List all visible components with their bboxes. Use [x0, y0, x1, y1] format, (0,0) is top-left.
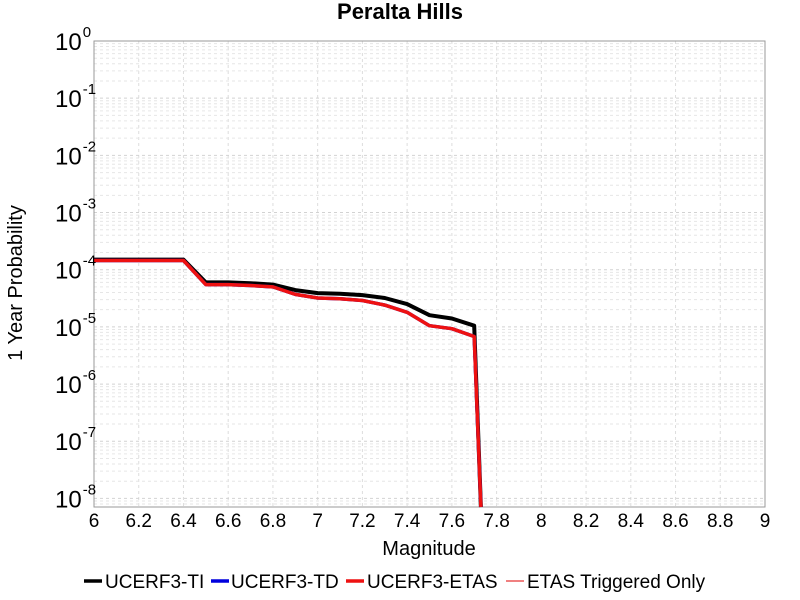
plot-frame [93, 40, 766, 508]
y-tick-label: 10-4 [55, 253, 96, 285]
legend-label-ucerf3-td: UCERF3-TD [231, 572, 339, 593]
y-tick-exponent: -8 [83, 481, 96, 498]
x-tick-label: 8 [536, 511, 547, 532]
y-tick-exponent: -2 [83, 138, 96, 155]
legend-label-ucerf3-ti: UCERF3-TI [105, 572, 204, 593]
y-tick-exponent: -7 [83, 424, 96, 441]
x-axis-label: Magnitude [382, 538, 475, 560]
legend-label-etas-triggered-only: ETAS Triggered Only [527, 572, 706, 593]
y-tick-label: 10-3 [55, 196, 96, 228]
y-tick-label: 10-8 [55, 481, 96, 513]
y-tick-label: 10-5 [55, 310, 96, 342]
legend-label-ucerf3-etas: UCERF3-ETAS [367, 572, 498, 593]
y-tick-labels: 100 10-1 10-2 10-3 10-4 10-5 10-6 10-7 10-8 [55, 24, 96, 513]
x-tick-label: 8.4 [618, 511, 645, 532]
x-tick-label: 6.6 [215, 511, 241, 532]
y-tick-exponent: -4 [83, 253, 96, 270]
y-tick-label: 10-7 [55, 424, 96, 456]
x-tick-label: 6.4 [170, 511, 197, 532]
y-tick-exponent: -6 [83, 367, 96, 384]
series-line-ucerf3-ti [94, 257, 483, 508]
x-tick-label: 8.6 [662, 511, 688, 532]
x-tick-label: 6.2 [126, 511, 152, 532]
y-tick-exponent: -5 [83, 310, 96, 327]
y-tick-label: 100 [55, 24, 91, 56]
grid [93, 40, 766, 507]
x-tick-labels: 6 6.2 6.4 6.6 6.8 7 7.2 7.4 7.6 7.8 8 8.2 8.4 8.6 8.8 9 [89, 511, 771, 532]
series-line-ucerf3-etas [94, 258, 483, 508]
y-tick-label: 10-2 [55, 138, 96, 170]
y-tick-label: 10-6 [55, 367, 96, 399]
y-tick-label: 10-1 [55, 81, 96, 113]
x-tick-label: 8.2 [573, 511, 599, 532]
x-tick-label: 6.8 [260, 511, 286, 532]
x-tick-label: 6 [89, 511, 100, 532]
y-tick-exponent: -1 [83, 81, 96, 98]
chart-title: Peralta Hills [337, 0, 463, 24]
x-tick-label: 7.2 [349, 511, 375, 532]
x-tick-label: 7.6 [439, 511, 465, 532]
y-tick-exponent: -3 [83, 196, 96, 213]
y-axis-label: 1 Year Probability [5, 205, 27, 361]
y-tick-exponent: 0 [83, 24, 91, 41]
x-tick-label: 9 [760, 511, 771, 532]
x-tick-label: 7 [312, 511, 323, 532]
legend: UCERF3-TI UCERF3-TD UCERF3-ETAS ETAS Trigge… [84, 572, 706, 593]
x-tick-label: 7.4 [394, 511, 421, 532]
x-tick-label: 7.8 [483, 511, 509, 532]
series-lines [94, 257, 483, 508]
x-tick-label: 8.8 [707, 511, 733, 532]
